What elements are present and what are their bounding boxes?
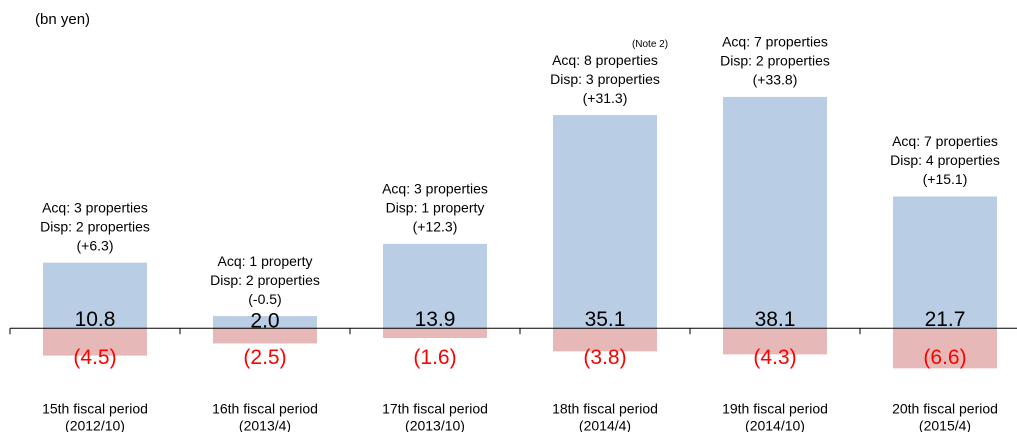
x-tick-label: 18th fiscal period [552,401,658,417]
x-tick-label: (2012/10) [65,418,125,432]
annotation: Disp: 1 property [386,200,485,216]
value-label: (2.5) [243,346,286,369]
annotation: Disp: 2 properties [210,272,320,288]
value-label: 10.8 [75,308,116,331]
bar [723,96,827,329]
note: (Note 2) [632,39,668,50]
annotation: Acq: 7 properties [892,133,998,149]
value-label: (3.8) [583,346,626,369]
bar [893,196,997,329]
annotation: (+33.8) [753,72,798,88]
x-tick-label: (2014/4) [579,418,631,432]
bar [553,115,657,329]
annotation: (+15.1) [923,171,968,187]
annotation: Disp: 3 properties [550,71,660,87]
x-tick-label: 15th fiscal period [42,401,148,417]
annotation: Acq: 1 property [218,253,313,269]
value-label: (4.5) [73,346,116,369]
bar [43,262,147,329]
x-tick-label: (2013/4) [239,418,291,432]
bar [723,328,827,355]
annotation: Acq: 3 properties [42,199,148,215]
annotation: (+6.3) [77,237,114,253]
x-tick-label: (2015/4) [919,418,971,432]
x-tick-label: 19th fiscal period [722,401,828,417]
annotation: (+12.3) [413,219,458,235]
annotation: (-0.5) [248,291,281,307]
value-label: 13.9 [415,308,456,331]
x-tick-label: 20th fiscal period [892,401,998,417]
bar [43,328,147,356]
annotation: Disp: 2 properties [720,53,830,69]
unit-label: (bn yen) [35,11,90,28]
value-label: (6.6) [923,346,966,369]
x-tick-label: (2013/10) [405,418,465,432]
x-tick-label: 17th fiscal period [382,401,488,417]
annotation: Acq: 8 properties [552,52,658,68]
bar [383,243,487,329]
value-label: (1.6) [413,346,456,369]
x-tick-label: (2014/10) [745,418,805,432]
value-label: 21.7 [925,308,966,331]
bar [213,316,317,329]
value-label: 2.0 [250,310,279,333]
bar [553,328,657,352]
bar [213,328,317,344]
annotation: Acq: 7 properties [722,34,828,50]
annotation: Disp: 4 properties [890,152,1000,168]
bar [383,328,487,338]
annotation: Disp: 2 properties [40,218,150,234]
annotation: Acq: 3 properties [382,181,488,197]
value-label: 38.1 [755,308,796,331]
bar [893,328,997,369]
annotation: (+31.3) [583,90,628,106]
x-tick-label: 16th fiscal period [212,401,318,417]
value-label: (4.3) [753,346,796,369]
value-label: 35.1 [585,308,626,331]
